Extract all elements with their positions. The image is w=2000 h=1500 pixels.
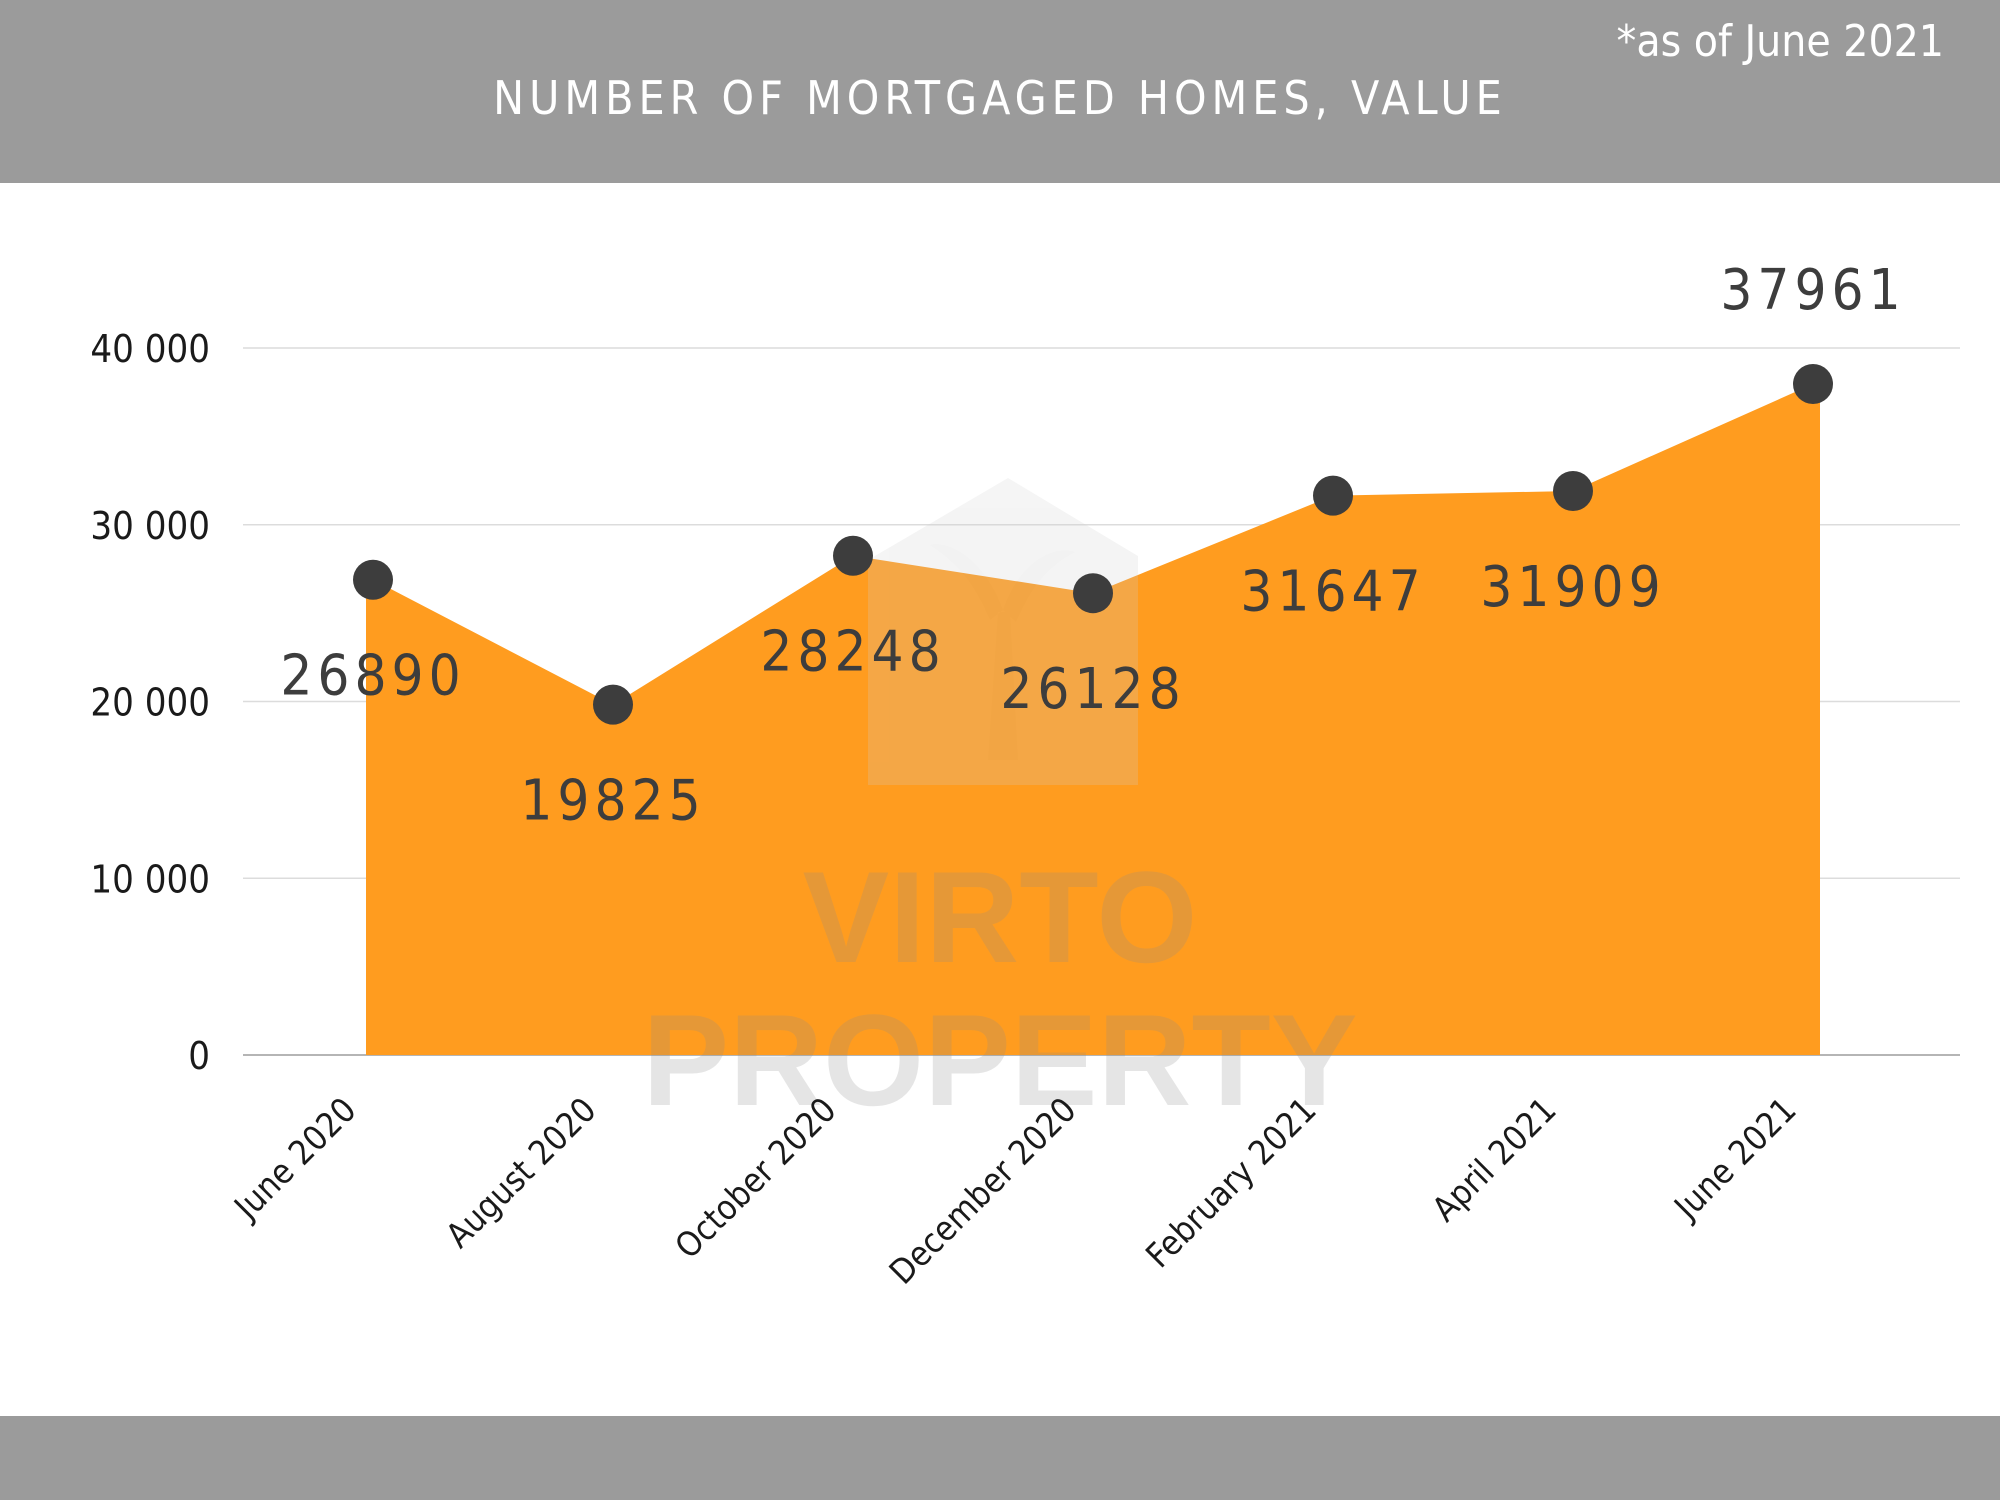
data-point bbox=[593, 684, 633, 725]
chart-title: NUMBER OF MORTGAGED HOMES, VALUE bbox=[493, 71, 1507, 125]
data-label: 19825 bbox=[520, 769, 705, 834]
data-points bbox=[353, 364, 1833, 725]
x-tick-label: August 2020 bbox=[438, 1090, 604, 1256]
x-tick-label: June 2020 bbox=[226, 1090, 365, 1229]
area-layer bbox=[366, 384, 1820, 1056]
data-point bbox=[353, 559, 393, 600]
data-point bbox=[1793, 364, 1833, 405]
y-axis: 0 10 000 20 000 30 000 40 000 bbox=[90, 327, 210, 1078]
data-label: 26890 bbox=[280, 644, 465, 709]
data-point bbox=[833, 535, 873, 576]
watermark-line1: VIRTO bbox=[803, 844, 1198, 990]
y-tick-label: 40 000 bbox=[90, 327, 210, 371]
y-tick-label: 0 bbox=[188, 1034, 210, 1078]
house-palm-logo-icon bbox=[868, 478, 1138, 785]
y-tick-label: 20 000 bbox=[90, 681, 210, 725]
data-point bbox=[1073, 573, 1113, 614]
data-label: 28248 bbox=[760, 620, 945, 685]
data-label: 31909 bbox=[1480, 555, 1665, 620]
data-point bbox=[1553, 471, 1593, 512]
header-band bbox=[0, 0, 2000, 183]
footnote: *as of June 2021 bbox=[1616, 16, 1944, 67]
series-area bbox=[366, 384, 1820, 1056]
y-tick-label: 30 000 bbox=[90, 504, 210, 548]
footer-band bbox=[0, 1416, 2000, 1500]
data-label: 37961 bbox=[1720, 258, 1905, 323]
data-point bbox=[1313, 475, 1353, 516]
data-labels: 26890 19825 28248 26128 31647 31909 37961 bbox=[280, 258, 1905, 834]
x-tick-label: April 2021 bbox=[1425, 1090, 1565, 1230]
watermark-line2: PROPERTY bbox=[642, 987, 1357, 1133]
data-label: 31647 bbox=[1240, 560, 1425, 625]
palm-tree-icon bbox=[930, 544, 1075, 760]
data-label: 26128 bbox=[1000, 657, 1185, 722]
y-tick-label: 10 000 bbox=[90, 857, 210, 901]
x-tick-label: June 2021 bbox=[1666, 1090, 1805, 1229]
